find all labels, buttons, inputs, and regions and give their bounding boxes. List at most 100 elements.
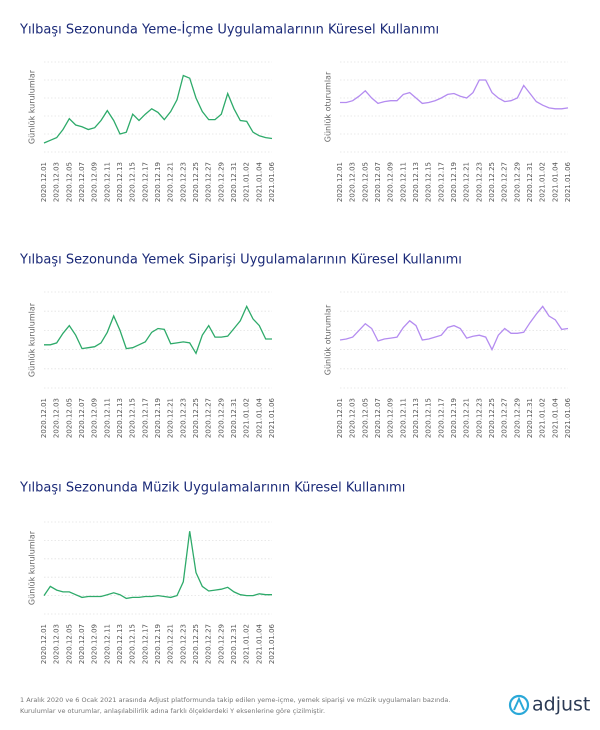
x-tick-label: 2020.12.05 — [65, 162, 73, 202]
x-tick-label: 2020.12.05 — [361, 162, 369, 202]
x-tick-label: 2020.12.21 — [167, 398, 175, 438]
x-tick-label: 2021.01.06 — [268, 397, 276, 438]
x-tick-label: 2020.12.27 — [501, 162, 509, 202]
x-tick-label: 2020.12.23 — [179, 398, 187, 438]
x-tick-label: 2020.12.01 — [40, 162, 48, 202]
x-tick-label: 2020.12.25 — [192, 624, 200, 664]
x-tick-label: 2020.12.19 — [154, 398, 162, 438]
x-tick-label: 2020.12.27 — [205, 398, 213, 438]
x-tick-label: 2020.12.17 — [437, 162, 445, 202]
x-tick-label: 2021.01.02 — [539, 162, 547, 202]
x-tick-label: 2021.01.06 — [564, 397, 572, 438]
x-tick-label: 2020.12.13 — [412, 162, 420, 202]
footnote: Kurulumlar ve oturumlar, anlaşılabilirli… — [20, 707, 325, 715]
chart-title: Yılbaşı Sezonunda Yeme-İçme Uygulamaları… — [19, 22, 439, 38]
x-tick-label: 2020.12.21 — [167, 624, 175, 664]
x-tick-label: 2020.12.01 — [336, 398, 344, 438]
x-tick-label: 2020.12.21 — [167, 162, 175, 202]
x-tick-label: 2020.12.09 — [91, 624, 99, 664]
x-tick-label: 2020.12.01 — [336, 162, 344, 202]
x-tick-label: 2020.12.09 — [91, 398, 99, 438]
x-tick-label: 2021.01.04 — [255, 397, 263, 438]
x-tick-label: 2020.12.19 — [450, 162, 458, 202]
x-tick-label: 2020.12.05 — [65, 398, 73, 438]
chart-title: Yılbaşı Sezonunda Yemek Siparişi Uygulam… — [19, 253, 462, 268]
x-tick-label: 2021.01.02 — [243, 162, 251, 202]
x-tick-label: 2020.12.19 — [154, 162, 162, 202]
x-tick-label: 2020.12.03 — [53, 398, 61, 438]
x-tick-label: 2020.12.01 — [40, 624, 48, 664]
x-tick-label: 2021.01.04 — [551, 161, 559, 202]
x-tick-label: 2020.12.17 — [141, 624, 149, 664]
x-tick-label: 2020.12.11 — [103, 398, 111, 438]
x-tick-label: 2020.12.03 — [349, 398, 357, 438]
x-tick-label: 2020.12.03 — [53, 162, 61, 202]
x-tick-label: 2020.12.25 — [192, 398, 200, 438]
x-tick-label: 2021.01.02 — [243, 624, 251, 664]
x-tick-label: 2020.12.27 — [205, 624, 213, 664]
x-tick-label: 2020.12.17 — [141, 398, 149, 438]
x-tick-label: 2020.12.11 — [399, 162, 407, 202]
x-tick-label: 2020.12.01 — [40, 398, 48, 438]
data-line — [340, 79, 569, 110]
x-tick-label: 2020.12.19 — [154, 624, 162, 664]
logo-icon — [508, 694, 530, 716]
data-line — [43, 531, 272, 600]
footnote: 1 Aralık 2020 ve 6 Ocak 2021 arasında Ad… — [20, 696, 450, 704]
x-tick-label: 2020.12.29 — [217, 162, 225, 202]
x-tick-label: 2020.12.31 — [230, 162, 238, 202]
x-tick-label: 2020.12.03 — [349, 162, 357, 202]
x-tick-label: 2020.12.15 — [425, 398, 433, 438]
x-tick-label: 2020.12.15 — [129, 624, 137, 664]
y-axis-label: Günlük oturumlar — [324, 304, 333, 375]
x-tick-label: 2020.12.31 — [526, 162, 534, 202]
x-tick-label: 2020.12.03 — [53, 624, 61, 664]
x-tick-label: 2020.12.07 — [78, 624, 86, 664]
x-tick-label: 2020.12.23 — [475, 398, 483, 438]
x-tick-label: 2020.12.07 — [78, 398, 86, 438]
x-tick-label: 2021.01.04 — [551, 397, 559, 438]
x-tick-label: 2020.12.13 — [116, 398, 124, 438]
x-tick-label: 2020.12.21 — [463, 162, 471, 202]
x-tick-label: 2020.12.13 — [412, 398, 420, 438]
x-tick-label: 2020.12.25 — [488, 398, 496, 438]
x-tick-label: 2020.12.23 — [475, 162, 483, 202]
x-tick-label: 2020.12.07 — [78, 162, 86, 202]
x-tick-label: 2020.12.13 — [116, 624, 124, 664]
x-tick-label: 2020.12.27 — [501, 398, 509, 438]
x-tick-label: 2020.12.19 — [450, 398, 458, 438]
x-tick-label: 2020.12.31 — [230, 624, 238, 664]
x-tick-label: 2020.12.05 — [65, 624, 73, 664]
x-tick-label: 2020.12.07 — [374, 162, 382, 202]
x-tick-label: 2020.12.17 — [437, 398, 445, 438]
x-tick-label: 2020.12.25 — [192, 162, 200, 202]
x-tick-label: 2020.12.17 — [141, 162, 149, 202]
x-tick-label: 2020.12.29 — [513, 162, 521, 202]
x-tick-label: 2020.12.09 — [91, 162, 99, 202]
x-tick-label: 2021.01.02 — [539, 398, 547, 438]
data-line — [339, 305, 569, 352]
x-tick-label: 2020.12.23 — [179, 162, 187, 202]
data-line — [44, 304, 272, 355]
x-tick-label: 2020.12.11 — [103, 162, 111, 202]
x-tick-label: 2020.12.11 — [399, 398, 407, 438]
x-tick-label: 2021.01.04 — [255, 623, 263, 664]
x-tick-label: 2020.12.07 — [374, 398, 382, 438]
x-tick-label: 2021.01.02 — [243, 398, 251, 438]
y-axis-label: Günlük kurulumlar — [28, 69, 37, 144]
data-line — [43, 74, 273, 144]
x-tick-label: 2020.12.29 — [513, 398, 521, 438]
x-tick-label: 2020.12.15 — [129, 398, 137, 438]
logo: adjust — [532, 694, 590, 716]
y-axis-label: Günlük oturumlar — [324, 71, 333, 142]
x-tick-label: 2020.12.31 — [526, 398, 534, 438]
x-tick-label: 2020.12.25 — [488, 162, 496, 202]
chart-title: Yılbaşı Sezonunda Müzik Uygulamalarının … — [19, 481, 405, 496]
x-tick-label: 2020.12.15 — [425, 162, 433, 202]
x-tick-label: 2020.12.29 — [217, 398, 225, 438]
x-tick-label: 2020.12.15 — [129, 162, 137, 202]
y-axis-label: Günlük kurulumlar — [28, 530, 37, 605]
x-tick-label: 2020.12.09 — [387, 162, 395, 202]
x-tick-label: 2020.12.05 — [361, 398, 369, 438]
